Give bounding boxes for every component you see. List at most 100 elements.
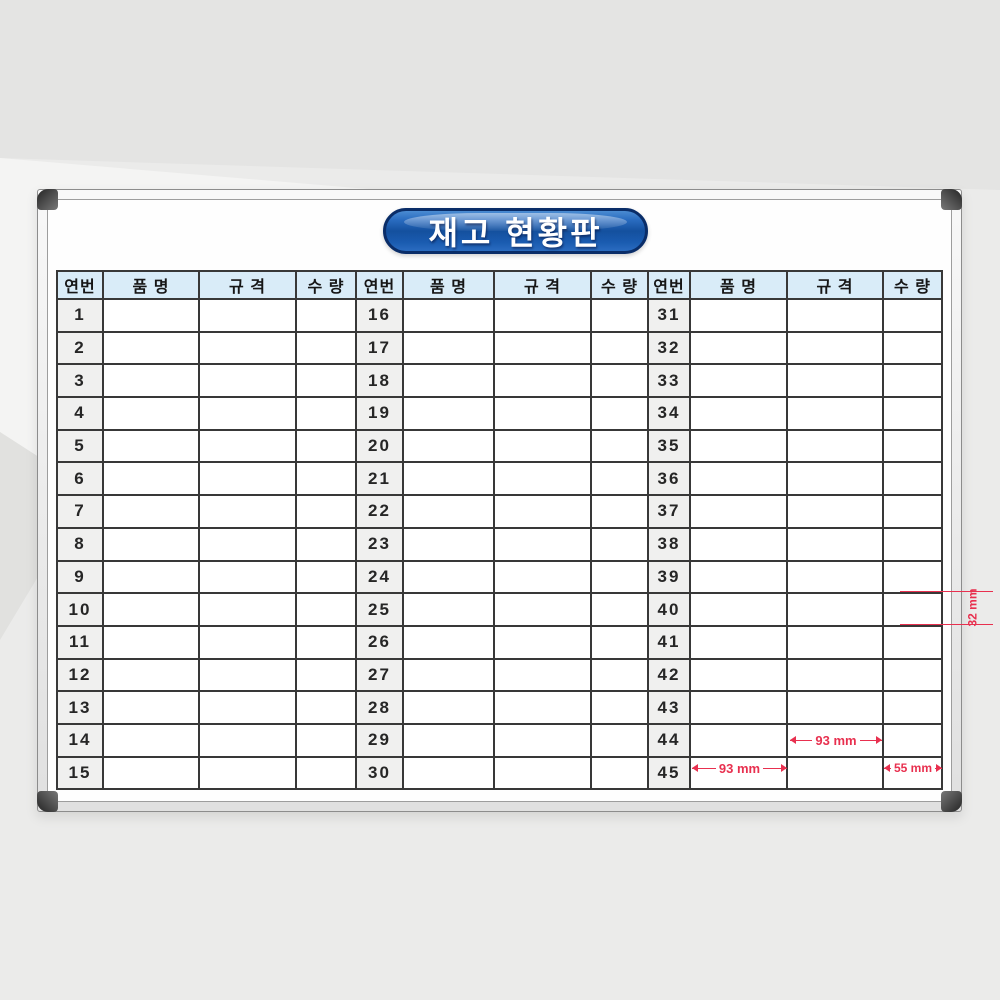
- serial-number-cell: 30: [355, 755, 404, 791]
- item-name-cell-empty: [402, 298, 495, 333]
- spec-cell-empty: [493, 461, 592, 497]
- spec-cell-empty: [198, 494, 297, 529]
- table-row: 2 17 32: [56, 330, 943, 366]
- serial-number-cell: 27: [355, 657, 404, 693]
- item-name-cell-empty: [689, 722, 788, 758]
- qty-cell-empty: [590, 526, 649, 562]
- spec-cell-empty: [198, 330, 297, 366]
- dimension-arrow-line: [935, 764, 942, 772]
- item-name-cell-empty: [689, 428, 788, 464]
- serial-number-cell: 1: [56, 298, 104, 333]
- spec-cell-empty: [493, 396, 592, 431]
- item-name-cell-empty: [689, 559, 788, 595]
- spec-cell-empty: [786, 657, 884, 693]
- item-name-cell-empty: [102, 494, 200, 529]
- serial-number-cell: 37: [647, 494, 691, 529]
- spec-cell-empty: [786, 755, 884, 791]
- serial-number-cell: 13: [56, 690, 104, 725]
- header-serial: 연번: [647, 270, 691, 300]
- serial-number-cell: 23: [355, 526, 404, 562]
- spec-cell-empty: [493, 363, 592, 399]
- qty-cell-empty: [590, 722, 649, 758]
- spec-cell-empty: [198, 657, 297, 693]
- item-name-cell-empty: [102, 657, 200, 693]
- board-title-badge: 재고 현황판: [383, 208, 648, 254]
- serial-number-cell: 16: [355, 298, 404, 333]
- item-name-cell-empty: [402, 722, 495, 758]
- serial-number-cell: 8: [56, 526, 104, 562]
- serial-number-cell: 42: [647, 657, 691, 693]
- qty-cell-empty: [882, 363, 943, 399]
- qty-cell-empty: [882, 494, 943, 529]
- dimension-row-height-line-top: [900, 591, 993, 592]
- spec-cell-empty: [493, 592, 592, 627]
- spec-cell-empty: [786, 624, 884, 660]
- qty-cell-empty: [295, 363, 357, 399]
- qty-cell-empty: [295, 396, 357, 431]
- spec-cell-empty: [198, 298, 297, 333]
- table-row: 12 27 42: [56, 657, 943, 693]
- item-name-cell-empty: [402, 494, 495, 529]
- spec-cell-empty: [493, 690, 592, 725]
- dimension-arrow-line: [884, 764, 891, 772]
- qty-cell-empty: [882, 330, 943, 366]
- qty-cell-empty: [882, 722, 943, 758]
- serial-number-cell: 14: [56, 722, 104, 758]
- frame-corner-cap-bottom-left: [37, 791, 58, 812]
- qty-cell-empty: [590, 428, 649, 464]
- spec-cell-empty: [786, 461, 884, 497]
- serial-number-cell: 18: [355, 363, 404, 399]
- item-name-cell-empty: [689, 624, 788, 660]
- frame-corner-cap-bottom-right: [941, 791, 962, 812]
- qty-cell-empty: [295, 657, 357, 693]
- spec-cell-empty: [786, 494, 884, 529]
- qty-cell-empty: [882, 428, 943, 464]
- item-name-cell-empty: [102, 428, 200, 464]
- table-row: 9 24 39: [56, 559, 943, 595]
- spec-cell-empty: [198, 363, 297, 399]
- spec-cell-empty: [198, 722, 297, 758]
- header-spec: 규 격: [198, 270, 297, 300]
- item-name-cell-empty: [102, 298, 200, 333]
- serial-number-cell: 12: [56, 657, 104, 693]
- item-name-cell-empty: [102, 592, 200, 627]
- item-name-cell-empty: [402, 559, 495, 595]
- item-name-cell-empty: [402, 526, 495, 562]
- qty-cell-empty: [590, 657, 649, 693]
- qty-cell-empty: [295, 755, 357, 791]
- serial-number-cell: 36: [647, 461, 691, 497]
- qty-cell-empty: [295, 330, 357, 366]
- header-item-name: 품 명: [402, 270, 495, 300]
- spec-cell-empty: [198, 396, 297, 431]
- serial-number-cell: 20: [355, 428, 404, 464]
- dimension-row-height-label: 32 mm: [965, 588, 980, 627]
- qty-cell-empty: [590, 461, 649, 497]
- dimension-arrow-line: [790, 736, 813, 744]
- spec-cell-empty: [198, 559, 297, 595]
- serial-number-cell: 39: [647, 559, 691, 595]
- qty-cell-empty: [882, 526, 943, 562]
- dimension-arrow-line: [763, 764, 788, 772]
- table-row: 10 25 40: [56, 592, 943, 627]
- serial-number-cell: 21: [355, 461, 404, 497]
- header-item-name: 품 명: [102, 270, 200, 300]
- spec-cell-empty: [198, 526, 297, 562]
- header-serial: 연번: [355, 270, 404, 300]
- table-row: 7 22 37: [56, 494, 943, 529]
- serial-number-cell: 2: [56, 330, 104, 366]
- serial-number-cell: 3: [56, 363, 104, 399]
- spec-cell-empty: [493, 298, 592, 333]
- table-row: 8 23 38: [56, 526, 943, 562]
- serial-number-cell: 7: [56, 494, 104, 529]
- spec-cell-empty: [198, 428, 297, 464]
- table-row: 11 26 41: [56, 624, 943, 660]
- qty-cell-empty: [295, 428, 357, 464]
- item-name-cell-empty: [402, 690, 495, 725]
- item-name-cell-empty: [689, 755, 788, 791]
- table-header-row: 연번 품 명 규 격 수 량 연번 품 명 규 격 수 량 연번 품 명 규 격…: [56, 270, 943, 300]
- item-name-cell-empty: [402, 396, 495, 431]
- serial-number-cell: 44: [647, 722, 691, 758]
- qty-cell-empty: [590, 396, 649, 431]
- dimension-arrow-line: [859, 736, 883, 744]
